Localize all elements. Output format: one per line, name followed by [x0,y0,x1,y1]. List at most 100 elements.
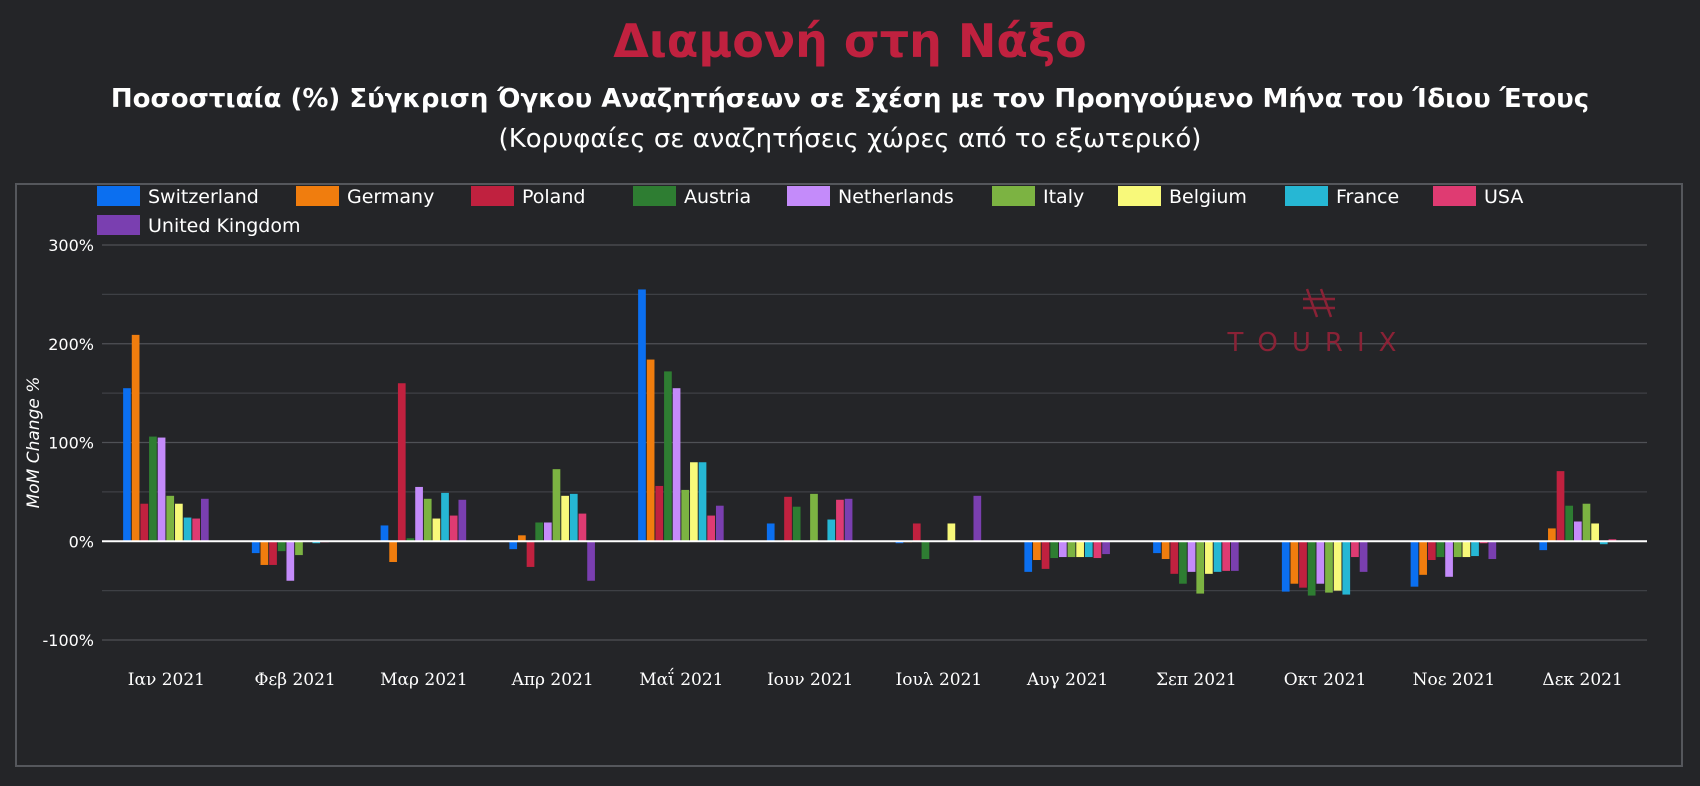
bar [810,493,818,542]
bar [1281,541,1290,592]
bar [1179,541,1187,584]
bar [277,541,286,552]
bar [1222,541,1231,571]
bar [1582,503,1591,542]
watermark: TOURIX [1227,288,1396,358]
bar [449,515,458,542]
bar [1427,541,1436,561]
legend-label: USA [1484,186,1523,208]
bar [827,519,836,542]
legend-item: Germany [296,186,434,208]
x-tick-label: Μαΐ 2021 [639,667,723,690]
x-tick-label: Απρ 2021 [511,670,594,690]
legend: Switzerland Germany Poland Austria Netherlan… [97,186,1523,237]
bar [251,541,260,554]
legend-swatch [97,215,140,235]
bar [543,522,552,542]
legend-swatch [992,186,1035,206]
bar [1161,541,1170,560]
bar [552,469,561,542]
legend-swatch [296,186,339,206]
bar [1342,541,1351,595]
bar [784,496,792,542]
legend-swatch [633,186,676,206]
bar [715,505,724,542]
bar [166,495,175,542]
bar [792,506,801,542]
bar [1436,541,1445,558]
bar [518,535,526,542]
axis-layer: -100% 0% 100% 200% 300% Ιαν 2021 Φεβ 2021 Μαρ 2… [42,236,1622,690]
bar [1024,541,1033,572]
x-tick-label: Μαρ 2021 [380,670,468,690]
chart-panel: TOURIX -100% 0% 100% 200% 300% Ιαν 2021 Φεβ 20… [15,183,1683,767]
legend-swatch [1433,186,1476,206]
bar [535,522,544,542]
tourix-logo-icon [1303,288,1335,318]
bar [131,334,140,542]
legend-swatch [471,186,514,206]
bar [836,499,844,542]
bar [646,359,655,542]
bar [1565,505,1574,542]
bar [1599,541,1608,545]
legend-item: Belgium [1118,186,1247,208]
bar [844,498,853,542]
bar [183,517,192,542]
x-tick-label: Φεβ 2021 [255,670,336,690]
bar [707,515,716,542]
bar [561,495,569,542]
x-tick-label: Νοε 2021 [1413,670,1496,690]
bar [973,495,982,542]
x-tick-label: Ιουν 2021 [767,670,853,690]
bar [1299,541,1307,588]
bar [389,541,397,562]
bar [578,513,587,542]
bar [1058,541,1067,558]
bar [698,462,707,542]
bar [1333,541,1342,591]
bar-chart: TOURIX -100% 0% 100% 200% 300% Ιαν 2021 Φεβ 20… [24,186,1647,690]
bar [1556,471,1565,542]
chart-subtitle: Ποσοστιαία (%) Σύγκριση Όγκου Αναζητήσεω… [110,84,1590,114]
y-tick-label: 200% [48,335,94,354]
legend-item: Netherlands [787,186,954,208]
bar [1187,541,1196,572]
legend-label: Belgium [1169,186,1247,208]
y-axis-label: MoM Change % [24,377,44,509]
legend-swatch [1285,186,1328,206]
bar [1050,541,1059,559]
chart-subtitle-secondary: (Κορυφαίες σε αναζητήσεις χώρες από το ε… [498,124,1202,154]
bar [1041,541,1050,569]
legend-label: United Kingdom [148,215,301,237]
x-tick-label: Σεπ 2021 [1156,670,1237,690]
bar [1084,541,1093,558]
legend-item: United Kingdom [97,215,301,237]
legend-item: Switzerland [97,186,259,208]
x-tick-label: Ιαν 2021 [128,670,205,690]
legend-label: Poland [522,186,585,208]
y-tick-label: 300% [48,236,94,255]
bar [947,523,956,542]
bar [638,289,646,542]
bar [269,541,277,565]
legend-label: Germany [347,186,434,208]
bar [690,462,698,542]
legend-label: Netherlands [838,186,954,208]
chart-title: Διαμονή στη Νάξο [613,14,1087,68]
bar [192,518,201,542]
bar [415,486,423,542]
legend-item: USA [1433,186,1523,208]
bar [260,541,269,565]
bar [526,541,535,567]
bar [1196,541,1205,594]
bar [1351,541,1359,558]
bar [664,371,672,542]
bar [140,503,149,542]
bar [175,503,183,542]
bar [1325,541,1333,593]
bar [432,518,441,542]
bar [1205,541,1213,574]
bar [423,498,432,542]
x-tick-label: Ιουλ 2021 [896,670,983,690]
